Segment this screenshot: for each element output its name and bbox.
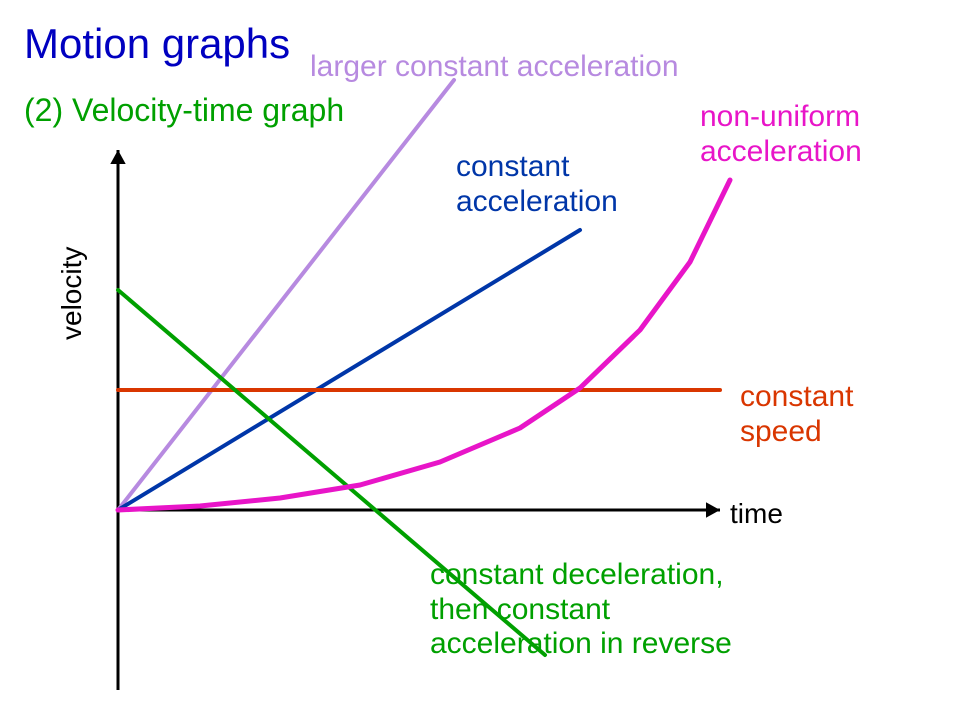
label-non-uniform: non-uniform acceleration	[700, 100, 862, 169]
chart-stage: Motion graphs (2) Velocity-time graph ti…	[0, 0, 960, 720]
label-larger-accel: larger constant acceleration	[310, 50, 679, 85]
label-deceleration: constant deceleration, then constant acc…	[430, 558, 732, 662]
label-constant-accel: constant acceleration	[456, 150, 618, 219]
x-axis-label: time	[730, 498, 783, 530]
y-axis-label: velocity	[56, 247, 88, 340]
chart-title: Motion graphs	[24, 20, 290, 68]
label-constant-speed: constant speed	[740, 380, 853, 449]
chart-subtitle: (2) Velocity-time graph	[24, 92, 344, 129]
